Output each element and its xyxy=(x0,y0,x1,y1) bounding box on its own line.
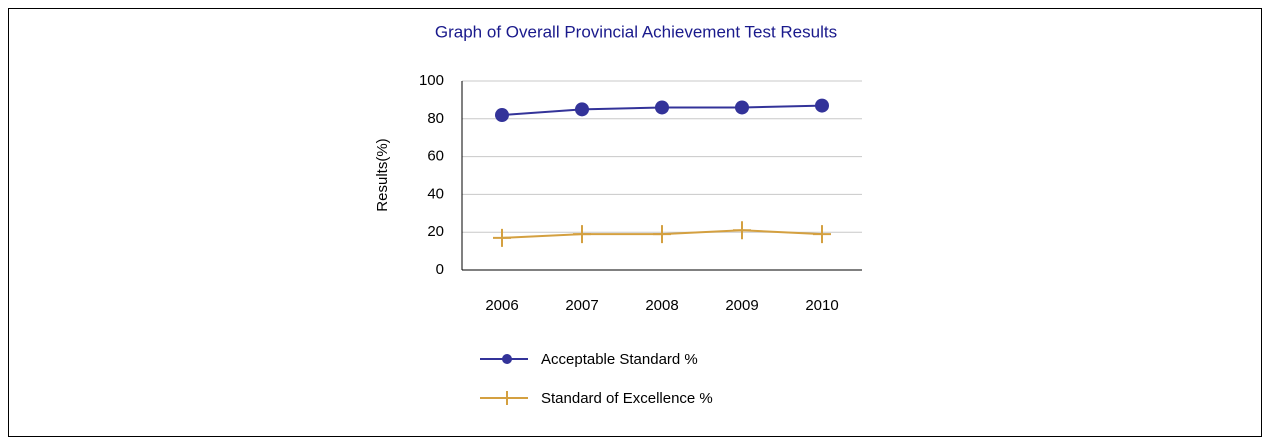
data-point xyxy=(493,228,511,247)
y-tick-label: 40 xyxy=(427,185,444,202)
x-tick-label: 2006 xyxy=(485,297,518,314)
y-axis-label: Results(%) xyxy=(374,138,391,211)
x-tick-label: 2009 xyxy=(725,297,758,314)
x-tick-label: 2010 xyxy=(805,297,838,314)
data-point xyxy=(813,225,831,244)
x-tick-label: 2007 xyxy=(565,297,598,314)
data-point xyxy=(815,98,829,113)
data-point xyxy=(655,100,669,115)
data-point xyxy=(733,221,751,240)
y-tick-label: 60 xyxy=(427,148,444,165)
legend-label: Acceptable Standard % xyxy=(541,351,698,368)
y-tick-label: 80 xyxy=(427,110,444,127)
data-point xyxy=(653,225,671,244)
y-tick-label: 0 xyxy=(436,261,444,278)
y-tick-label: 20 xyxy=(427,223,444,240)
data-point xyxy=(573,225,591,244)
legend-label: Standard of Excellence % xyxy=(541,390,713,407)
x-tick-label: 2008 xyxy=(645,297,678,314)
data-point xyxy=(735,100,749,115)
chart-title: Graph of Overall Provincial Achievement … xyxy=(435,22,837,41)
frame xyxy=(8,8,1262,437)
legend-marker xyxy=(500,391,514,405)
data-point xyxy=(575,102,589,117)
data-point xyxy=(495,108,509,123)
legend-marker xyxy=(502,354,512,364)
y-tick-label: 100 xyxy=(419,72,444,89)
